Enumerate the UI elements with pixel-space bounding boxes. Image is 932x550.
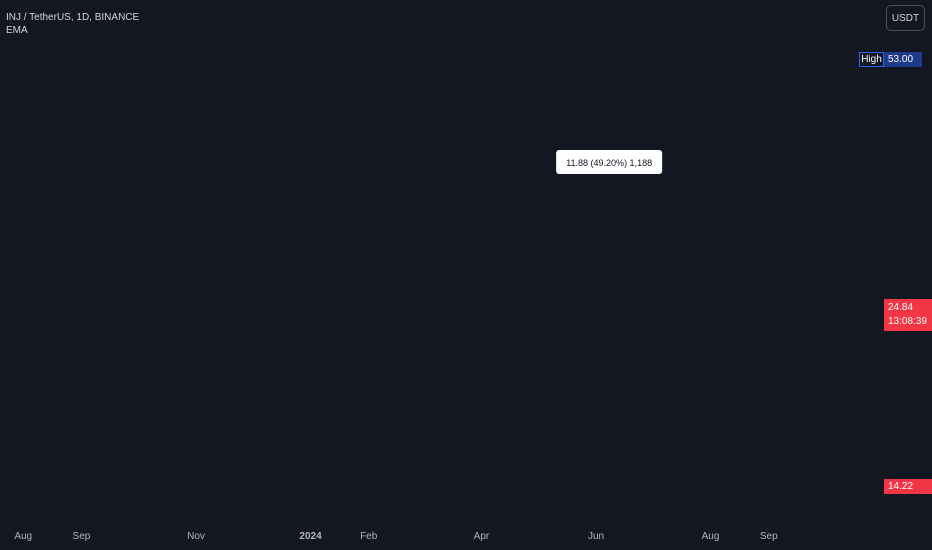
chart-header: INJ / TetherUS, 1D, BINANCE EMA xyxy=(6,11,139,37)
level-price-tag: 14.22 xyxy=(884,479,932,494)
measure-box xyxy=(556,150,663,174)
time-tick-label: Sep xyxy=(760,531,778,542)
currency-button[interactable]: USDT xyxy=(886,5,925,31)
last-price-value: 24.84 xyxy=(888,302,914,313)
time-tick-label: Jun xyxy=(588,531,604,542)
last-price-tag: 24.84 13:08:39 xyxy=(884,299,932,331)
time-tick-label: Aug xyxy=(702,531,720,542)
bar-countdown: 13:08:39 xyxy=(888,316,927,327)
time-tick-label: 2024 xyxy=(299,531,322,542)
time-tick-label: Feb xyxy=(360,531,378,542)
time-tick-label: Nov xyxy=(187,531,205,542)
time-tick-label: Sep xyxy=(73,531,91,542)
symbol-title[interactable]: INJ / TetherUS, 1D, BINANCE xyxy=(6,12,140,23)
high-label-tag: High xyxy=(859,52,884,67)
time-axis xyxy=(0,526,884,550)
time-tick-label: Apr xyxy=(474,531,490,542)
high-value-tag: 53.00 xyxy=(884,52,922,67)
price-axis xyxy=(884,0,932,550)
time-tick-label: Aug xyxy=(14,531,32,542)
measure-label: 11.88 (49.20%) 1,188 xyxy=(566,158,652,168)
indicator-label[interactable]: EMA xyxy=(6,25,28,36)
